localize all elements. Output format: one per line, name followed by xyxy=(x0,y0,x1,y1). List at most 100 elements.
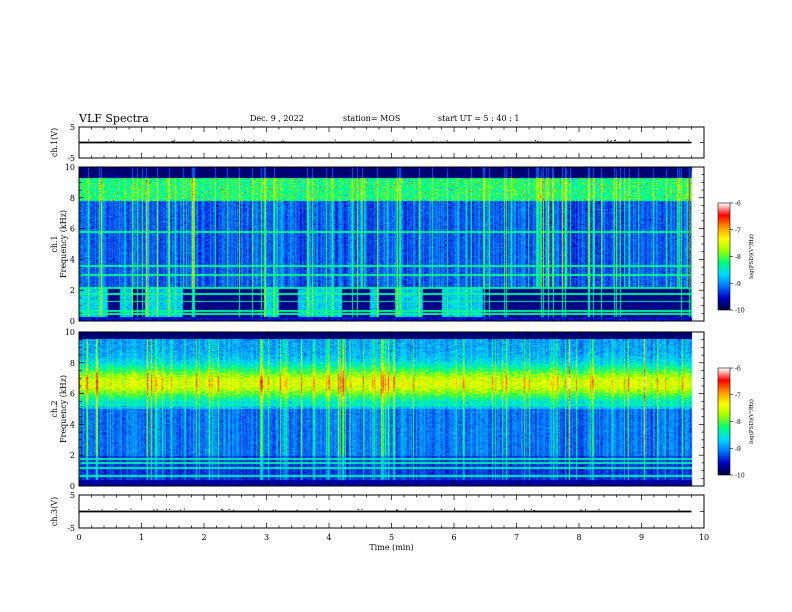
waveform-dot xyxy=(105,140,107,142)
waveform-dot xyxy=(88,508,90,510)
x-tick-label: 4 xyxy=(326,533,331,542)
panel-3-ytick-label: 8 xyxy=(70,359,75,368)
station-label: station= MOS xyxy=(343,114,401,123)
waveform-dot xyxy=(440,509,442,511)
waveform-dot xyxy=(628,140,630,142)
waveform-dot xyxy=(283,140,285,142)
waveform-dot xyxy=(296,509,298,511)
waveform-dot xyxy=(169,508,171,510)
waveform-dot xyxy=(396,509,398,511)
waveform-dot xyxy=(173,140,175,142)
waveform-dot xyxy=(263,140,265,142)
waveform-dot xyxy=(397,509,399,511)
x-tick-label: 1 xyxy=(139,533,144,542)
waveform-dot xyxy=(228,509,230,511)
waveform-dot xyxy=(530,508,532,510)
colorbar-2-label: log(PSD)(V²/Hz) xyxy=(748,399,755,444)
panel-3-ylabel-channel: ch.2 xyxy=(50,400,59,417)
waveform-dot xyxy=(88,139,90,141)
waveform-dot xyxy=(153,509,155,511)
x-tick-label: 8 xyxy=(576,533,581,542)
waveform-dot xyxy=(222,509,224,511)
waveform-dot xyxy=(373,139,375,141)
waveform-dot xyxy=(171,140,173,142)
waveform-dot xyxy=(113,140,115,142)
waveform-dot xyxy=(667,140,669,142)
waveform-dot xyxy=(678,509,680,511)
panel-2-ytick-label: 10 xyxy=(65,163,75,172)
waveform-dot xyxy=(392,140,394,142)
panel-4-ylabel: ch.3(V) xyxy=(50,497,59,526)
waveform-dot xyxy=(316,508,318,510)
waveform-dot xyxy=(101,509,103,511)
waveform-dot xyxy=(598,508,600,510)
panel-4-ytick-label: 5 xyxy=(70,491,75,500)
x-tick-label: 6 xyxy=(451,533,456,542)
x-tick-label: 2 xyxy=(201,533,206,542)
panel-3-ytick-label: 10 xyxy=(65,328,75,337)
waveform-dot xyxy=(607,140,609,142)
waveform-dot xyxy=(238,139,240,141)
waveform-dot xyxy=(357,509,359,511)
waveform-dot xyxy=(506,509,508,511)
waveform-dot xyxy=(610,140,612,142)
waveform-noise-dots xyxy=(88,508,680,511)
waveform-dot xyxy=(474,139,476,141)
waveform-dot xyxy=(614,139,616,141)
waveform-dot xyxy=(465,509,467,511)
waveform-dot xyxy=(687,139,689,141)
waveform-dot xyxy=(110,140,112,142)
waveform-dot xyxy=(614,140,616,142)
panel-2-ylabel-channel: ch.1 xyxy=(50,235,59,252)
waveform-dot xyxy=(281,140,283,142)
waveform-noise-dots xyxy=(88,139,689,142)
waveform-dot xyxy=(166,509,168,511)
x-axis-label: Time (min) xyxy=(369,543,413,552)
waveform-dot xyxy=(610,140,612,142)
waveform-dot xyxy=(258,509,260,511)
panel-2-ytick-label: 8 xyxy=(70,194,75,203)
panel-2-ytick-label: 4 xyxy=(70,255,75,264)
waveform-dot xyxy=(533,509,535,511)
waveform-dot xyxy=(499,139,501,141)
waveform-dot xyxy=(243,140,245,142)
waveform-dot xyxy=(454,509,456,511)
waveform-dot xyxy=(275,509,277,511)
x-tick-label: 9 xyxy=(639,533,644,542)
waveform-dot xyxy=(361,508,363,510)
waveform-dot xyxy=(607,139,609,141)
colorbar-2 xyxy=(718,368,730,475)
waveform-dot xyxy=(454,508,456,510)
waveform-dot xyxy=(432,140,434,142)
x-tick-label: 7 xyxy=(514,533,519,542)
waveform-dot xyxy=(221,509,223,511)
panel-3-ytick-label: 4 xyxy=(70,420,75,429)
panel-3-ytick-label: 0 xyxy=(70,482,75,491)
colorbar-1 xyxy=(718,203,730,310)
x-tick-label: 0 xyxy=(76,533,81,542)
panel-1-ytick-label: 5 xyxy=(70,123,75,132)
panel-3-ylabel: Frequency (kHz) xyxy=(59,375,68,443)
colorbar-2-tick-label: -7 xyxy=(735,392,741,399)
panel-3-ytick-label: 6 xyxy=(70,390,75,399)
waveform-dot xyxy=(180,509,182,511)
spectrogram-ch2-image xyxy=(79,332,704,486)
panel-1-ytick-label: -5 xyxy=(67,154,75,163)
waveform-dot xyxy=(253,140,255,142)
waveform-dot xyxy=(569,139,571,141)
waveform-dot xyxy=(410,140,412,142)
waveform-dot xyxy=(231,140,233,142)
colorbar-2-tick-label: -9 xyxy=(735,446,741,453)
colorbar-1-tick-label: -7 xyxy=(735,227,741,234)
waveform-dot xyxy=(523,509,525,511)
colorbar-1-tick-label: -8 xyxy=(735,254,741,261)
panel-2-ytick-label: 0 xyxy=(70,317,75,326)
panel-3-ytick-label: 2 xyxy=(70,451,75,460)
panel-1-ylabel: ch.1(V) xyxy=(50,128,59,157)
panel-2-ytick-label: 2 xyxy=(70,286,75,295)
waveform-dot xyxy=(492,509,494,511)
colorbar-2-tick-label: -6 xyxy=(735,366,741,373)
waveform-dot xyxy=(193,140,195,142)
panel-4-ytick-label: -5 xyxy=(67,524,75,533)
spectrogram-ch1-image xyxy=(79,167,704,321)
